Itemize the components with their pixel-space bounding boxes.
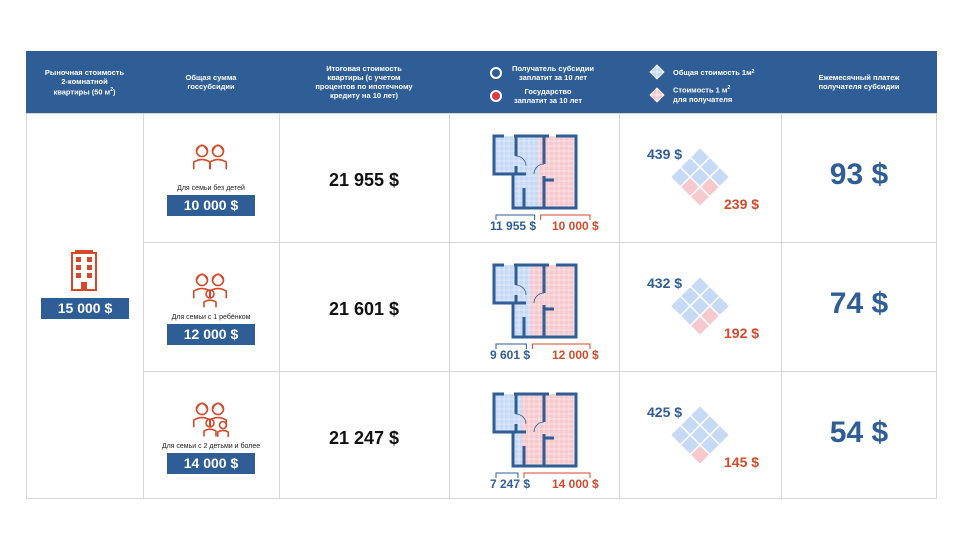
header-total-cost: Итоговая стоимость квартиры (с учетом пр… [315,64,413,100]
monthly-payment-value: 93 $ [829,158,889,191]
floorplan-icon [492,263,591,349]
legend-recipient-pays: Получатель субсидии заплатит за 10 лет [490,64,598,82]
total-cost-value: 21 247 $ [328,428,400,448]
subsidy-table: Рыночная стоимость 2-комнатной квартиры … [26,51,937,499]
divider [619,113,620,499]
family-two-children-icon [190,399,232,439]
recipient-per-m2-value: 145 $ [724,454,760,470]
monthly-payment-value: 54 $ [829,416,889,449]
recipient-per-m2-value: 239 $ [724,196,760,212]
divider [143,113,144,499]
total-per-m2-value: 425 $ [647,404,683,420]
divider [449,113,450,499]
state-pays-value: 12 000 $ [552,348,599,362]
total-per-m2-value: 432 $ [647,275,683,291]
floorplan-icon [492,392,591,478]
divider [143,371,937,372]
total-cost-value: 21 955 $ [328,170,400,190]
subsidy-badge: 10 000 $ [167,195,255,216]
apartment-building-icon [71,250,97,291]
header-legend-m2: Общая стоимость 1м 2 Стоимость 1 м2 для п… [619,51,781,113]
red-diamond-icon [649,87,665,103]
family-type-label: Для семьи без детей [177,185,245,192]
divider [143,242,937,243]
recipient-pays-value: 9 601 $ [490,348,531,362]
table-body: 15 000 $ Для семьи без детей 10 000 $ 21 9… [26,113,937,499]
table-border [26,113,937,499]
subsidy-badge: 12 000 $ [167,324,255,345]
total-cost-value: 21 601 $ [328,299,400,319]
monthly-payment-value: 74 $ [829,287,889,320]
floorplan-icon [492,134,591,220]
state-pays-value: 14 000 $ [552,477,599,491]
blue-diamond-icon [649,64,665,80]
family-type-label: Для семьи с 1 ребёнком [171,314,251,321]
header-subsidy: Общая сумма госсубсидии [185,73,237,91]
recipient-pays-value: 7 247 $ [490,477,531,491]
couple-icon [190,141,232,181]
m2-cost-diamond [669,275,731,337]
header-legend-payers: Получатель субсидии заплатит за 10 лет Г… [449,51,619,113]
legend-state-pays: Государство заплатит за 10 лет [490,87,588,105]
subsidy-badge: 14 000 $ [167,453,255,474]
header-monthly: Ежемесячный платеж получателя субсидии [818,73,900,91]
blue-circle-icon [490,67,502,79]
total-per-m2-value: 439 $ [647,146,683,162]
family-type-label: Для семьи с 2 детьми и более [161,443,261,450]
legend-recipient-m2: Стоимость 1 м2 для получателя [673,85,733,104]
market-price-badge: 15 000 $ [41,298,129,319]
recipient-per-m2-value: 192 $ [724,325,760,341]
header-market-price: Рыночная стоимость 2-комнатной квартиры … [44,67,125,97]
m2-cost-diamond [669,146,731,208]
divider [279,113,280,499]
divider [781,113,782,499]
state-pays-value: 10 000 $ [552,219,599,233]
table-header: Рыночная стоимость 2-комнатной квартиры … [26,51,937,113]
family-one-child-icon [190,270,232,310]
red-circle-icon [490,90,502,102]
legend-total-m2: Общая стоимость 1м 2 [673,68,755,77]
recipient-pays-value: 11 955 $ [490,219,537,233]
m2-cost-diamond [669,404,731,466]
